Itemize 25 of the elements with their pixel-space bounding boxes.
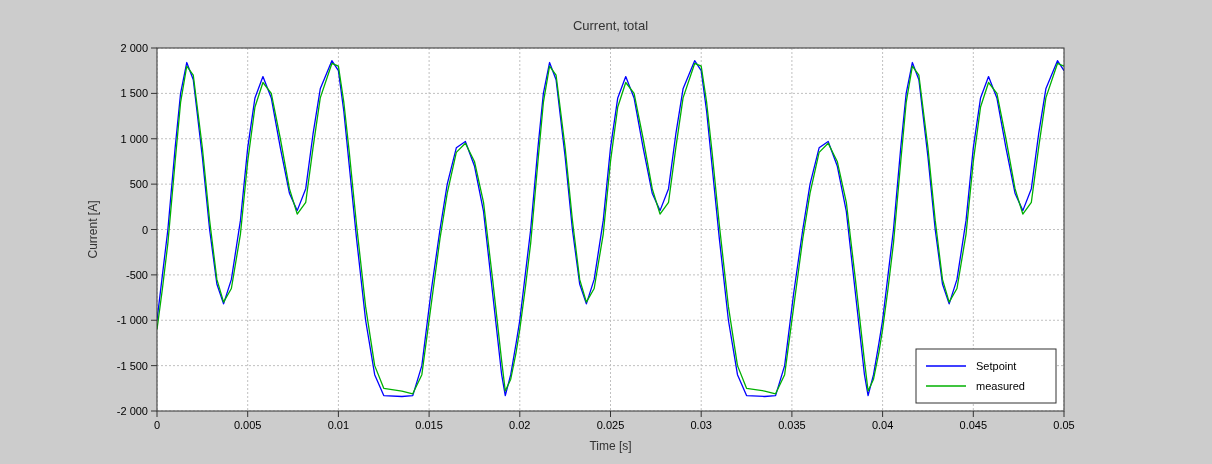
y-tick-label: 1 000 (120, 132, 148, 145)
y-tick-label: 0 (141, 223, 148, 236)
y-tick-label: 1 500 (120, 87, 148, 100)
y-tick-label: 500 (129, 178, 148, 191)
y-axis-title: Current [A] (86, 200, 100, 259)
x-tick-label: 0 (153, 419, 161, 431)
legend-label: Setpoint (976, 360, 1017, 372)
x-tick-label: 0.005 (233, 419, 262, 431)
x-tick-label: 0.01 (327, 419, 350, 431)
y-tick-label: -2 000 (116, 405, 148, 417)
x-axis-title: Time [s] (589, 439, 632, 453)
x-tick-label: 0.035 (778, 419, 806, 431)
chart-title: Current, total (572, 18, 649, 33)
x-tick-label: 0.05 (1053, 419, 1075, 431)
x-tick-label: 0.04 (871, 419, 894, 431)
y-tick-label: 2 000 (120, 42, 148, 54)
y-tick-label: -500 (125, 268, 148, 281)
x-tick-label: 0.03 (690, 419, 712, 431)
x-tick-label: 0.025 (596, 419, 625, 431)
x-tick-label: 0.02 (509, 419, 531, 431)
y-tick-label: -1 500 (116, 359, 148, 372)
x-tick-label: 0.015 (415, 419, 443, 431)
y-tick-label: -1 000 (116, 314, 148, 327)
legend-label: measured (976, 380, 1025, 392)
x-tick-label: 0.045 (959, 419, 988, 431)
